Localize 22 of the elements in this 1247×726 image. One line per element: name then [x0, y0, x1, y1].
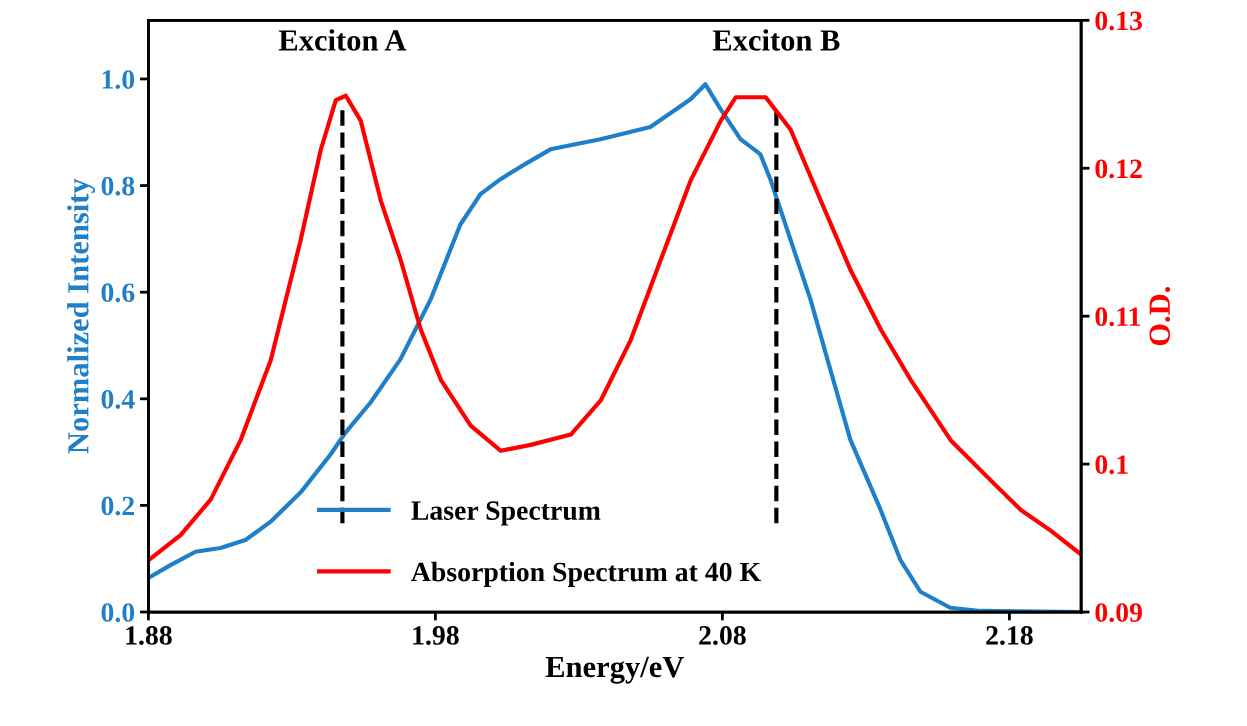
y2-tick-label: 0.1	[1095, 455, 1128, 475]
x-tick-label: 2.18	[986, 626, 1033, 645]
y-axis-title: Normalized Intensity	[67, 178, 95, 454]
ref-line-label: Exciton B	[712, 29, 840, 51]
x-axis-title: Energy/eV	[545, 656, 685, 684]
y2-tick-label: 0.11	[1095, 307, 1140, 327]
y2-tick-label: 0.09	[1095, 603, 1142, 623]
y-tick-label: 0.6	[101, 283, 135, 303]
legend-label: Absorption Spectrum at 40 K	[411, 561, 761, 588]
x-tick-label: 1.88	[126, 626, 172, 645]
legend-label: Laser Spectrum	[411, 501, 601, 526]
y2-axis-title: O.D.	[1149, 286, 1171, 346]
x-tick-label: 1.98	[413, 626, 459, 645]
y-tick-label: 0.0	[101, 603, 135, 623]
y-tick-label: 0.4	[101, 389, 135, 409]
y2-tick-label: 0.13	[1095, 11, 1142, 31]
y2-tick-label: 0.12	[1095, 159, 1142, 179]
y-tick-label: 0.8	[101, 176, 135, 196]
y-tick-label: 1.0	[102, 70, 135, 89]
ref-line-label: Exciton A	[278, 29, 407, 51]
y-tick-label: 0.2	[101, 496, 134, 516]
x-tick-label: 2.08	[699, 626, 746, 645]
